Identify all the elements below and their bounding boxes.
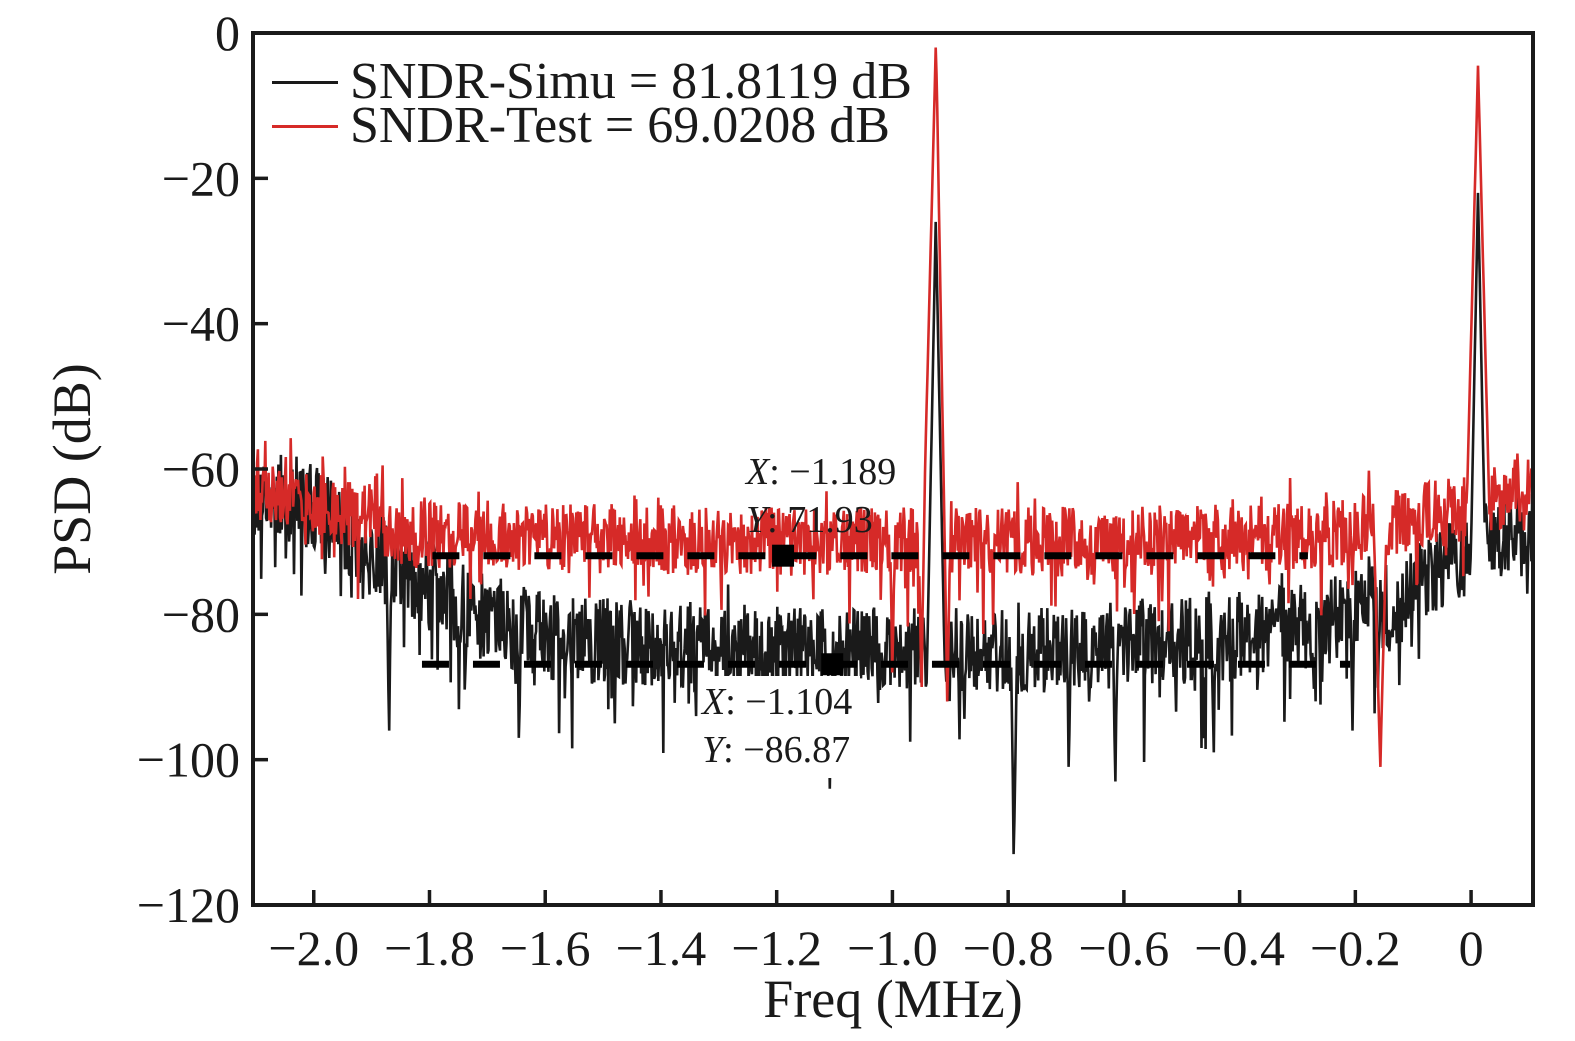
legend-entry-test: SNDR-Test = 69.0208 dB [272,97,912,154]
datatip-line: X: −1.189 [746,451,897,493]
x-tick-label: −0.6 [1079,920,1170,976]
datatip-line: Y: 71.93 [746,499,873,541]
y-tick-label: −20 [162,150,240,206]
y-axis-title: PSD (dB) [42,363,102,575]
datatip-square-marker [772,544,795,567]
x-tick-label: −1.4 [616,920,707,976]
plot-area [253,47,1533,855]
y-tick-label: −100 [137,732,240,788]
x-axis-title: Freq (MHz) [763,969,1023,1029]
legend-entry-simu: SNDR-Simu = 81.8119 dB [272,53,912,110]
legend-label-test: SNDR-Test = 69.0208 dB [350,97,890,154]
y-tick-label: −80 [162,586,240,642]
x-tick-label: −0.2 [1310,920,1401,976]
x-tick-label: −1.8 [384,920,475,976]
x-tick-label: −0.4 [1194,920,1285,976]
legend-label-simu: SNDR-Simu = 81.8119 dB [350,53,912,110]
datatip-test-noise-floor: X: −1.189 Y: 71.93 [746,448,896,544]
sndr-test-trace [253,47,1533,767]
x-tick-label: −1.0 [847,920,938,976]
simu-line-sample-icon [272,80,338,84]
datatip-line: X: −1.104 [702,681,853,723]
x-tick-label: −2.0 [268,920,359,976]
x-tick-label: 0 [1459,920,1484,976]
x-tick-label: −1.2 [731,920,822,976]
y-tick-label: −120 [137,877,240,933]
y-tick-label: 0 [215,5,240,61]
datatip-line: Y: −86.87 [702,729,851,771]
legend: SNDR-Simu = 81.8119 dB SNDR-Test = 69.02… [272,53,912,154]
x-tick-label: −0.8 [963,920,1054,976]
axis-ticks-and-labels: −2.0 −1.8 −1.6 −1.4 −1.2 −1.0 −0.8 −0.6 −0.4 −0.2… [137,5,1484,976]
x-tick-label: −1.6 [500,920,591,976]
y-tick-label: −60 [162,441,240,497]
datatip-simu-noise-floor: X: −1.104 Y: −86.87 [698,676,861,778]
datatip-square-marker [821,653,844,676]
y-tick-label: −40 [162,296,240,352]
test-line-sample-icon [272,124,338,128]
